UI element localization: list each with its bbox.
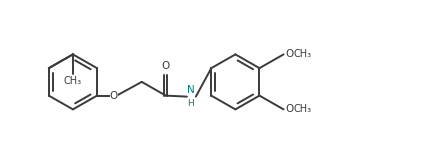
Text: H: H	[187, 99, 194, 108]
Text: CH₃: CH₃	[64, 76, 82, 86]
Text: N: N	[187, 85, 195, 95]
Text: O: O	[162, 61, 170, 71]
Text: CH₃: CH₃	[293, 49, 312, 59]
Text: O: O	[285, 104, 294, 114]
Text: O: O	[285, 49, 294, 59]
Text: CH₃: CH₃	[293, 104, 312, 114]
Text: O: O	[109, 91, 118, 101]
